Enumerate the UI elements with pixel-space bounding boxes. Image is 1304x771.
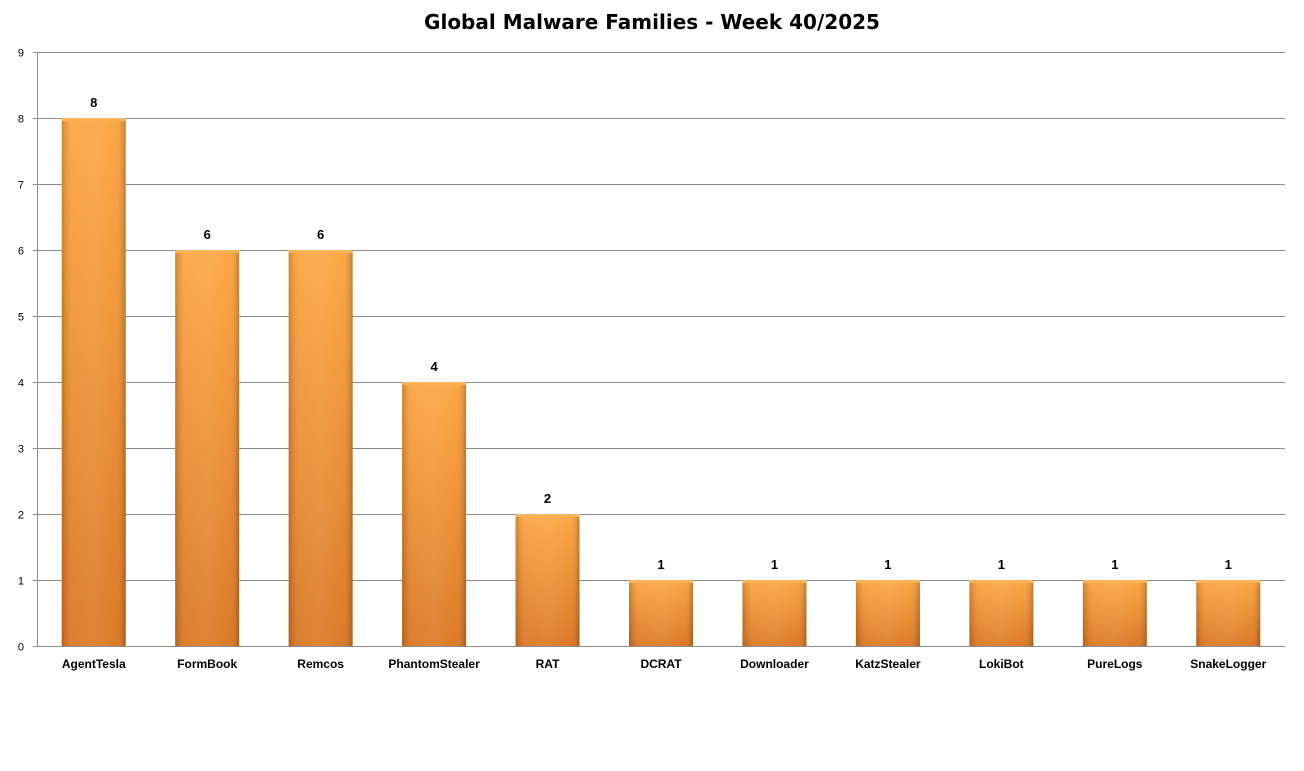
bar-shading <box>1082 580 1147 646</box>
labels: 0 1 2 3 4 5 6 7 8 9 8 AgentTesla 6 FormBook 6 Remcos 4 Ph… <box>18 48 1267 672</box>
bar-top-edge <box>402 382 467 385</box>
data-label: 1 <box>1225 557 1232 572</box>
y-tick-label: 4 <box>18 378 24 390</box>
bar-top-edge <box>515 514 580 517</box>
bar-top-edge <box>969 580 1034 583</box>
y-tick-label: 6 <box>18 246 24 258</box>
data-label: 6 <box>204 227 211 242</box>
y-tick-label: 0 <box>18 642 24 654</box>
bar-shading <box>629 580 693 646</box>
data-label: 8 <box>90 95 97 110</box>
data-label: 4 <box>430 359 438 374</box>
data-label: 1 <box>998 557 1005 572</box>
x-tick-label: PhantomStealer <box>388 657 480 671</box>
bar-shading <box>742 580 807 646</box>
bar-shading <box>175 250 240 646</box>
axes <box>33 52 1285 647</box>
bar-rat <box>515 514 580 646</box>
y-tick-label: 7 <box>18 180 24 192</box>
data-label: 1 <box>1111 557 1118 572</box>
y-tick-label: 3 <box>18 444 24 456</box>
x-tick-label: DCRAT <box>640 657 682 671</box>
data-label: 6 <box>317 227 324 242</box>
chart-title: Global Malware Families - Week 40/2025 <box>424 10 880 34</box>
x-tick-label: RAT <box>536 657 560 671</box>
bar-remcos <box>288 250 353 646</box>
y-tick-label: 8 <box>18 114 24 126</box>
x-tick-label: KatzStealer <box>855 657 921 671</box>
bar-top-edge <box>288 250 353 253</box>
bar-purelogs <box>1082 580 1147 646</box>
bar-shading <box>515 514 580 646</box>
bar-shading <box>1196 580 1261 646</box>
bar-agenttesla <box>61 118 126 646</box>
bar-snakelogger <box>1196 580 1261 646</box>
bar-top-edge <box>1082 580 1147 583</box>
gridlines <box>37 52 1285 581</box>
bar-top-edge <box>1196 580 1261 583</box>
bar-formbook <box>175 250 240 646</box>
x-tick-label: LokiBot <box>979 657 1024 671</box>
bar-shading <box>969 580 1034 646</box>
bar-phantomstealer <box>402 382 467 646</box>
y-tick-label: 1 <box>18 576 24 588</box>
bar-top-edge <box>855 580 920 583</box>
bar-downloader <box>742 580 807 646</box>
x-tick-label: PureLogs <box>1087 657 1143 671</box>
data-label: 1 <box>657 557 664 572</box>
bar-shading <box>402 382 467 646</box>
bar-top-edge <box>742 580 807 583</box>
bar-shading <box>855 580 920 646</box>
y-tick-label: 9 <box>18 48 24 60</box>
bar-dcrat <box>629 580 693 646</box>
bar-top-edge <box>629 580 693 583</box>
bar-shading <box>61 118 126 646</box>
bars <box>61 118 1261 646</box>
bar-shading <box>288 250 353 646</box>
bar-top-edge <box>61 118 126 121</box>
bar-lokibot <box>969 580 1034 646</box>
y-tick-label: 5 <box>18 312 24 324</box>
data-label: 1 <box>884 557 891 572</box>
bar-katzstealer <box>855 580 920 646</box>
data-label: 2 <box>544 491 551 506</box>
bar-top-edge <box>175 250 240 253</box>
y-tick-label: 2 <box>18 510 24 522</box>
x-tick-label: Downloader <box>740 657 809 671</box>
x-tick-label: AgentTesla <box>62 657 126 671</box>
x-tick-label: Remcos <box>297 657 344 671</box>
x-tick-label: FormBook <box>177 657 237 671</box>
data-label: 1 <box>771 557 778 572</box>
x-tick-label: SnakeLogger <box>1190 657 1266 671</box>
